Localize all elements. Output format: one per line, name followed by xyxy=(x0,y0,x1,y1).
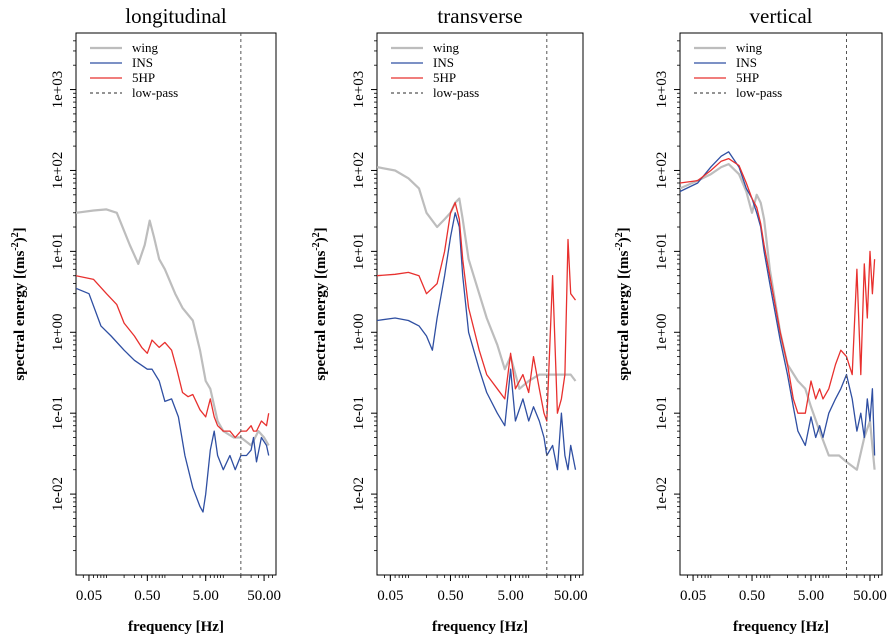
series-line-wing xyxy=(76,208,270,447)
series-line-wing xyxy=(377,166,577,390)
panel-longitudinal: longitudinal 1e-02 1e-01 1e+00 1e+01 1e+02 1e+… xyxy=(10,4,281,635)
y-tick-label: 1e+01 xyxy=(50,233,66,271)
x-axis-label: frequency [Hz] xyxy=(432,619,528,635)
series-line-5hp xyxy=(377,202,577,422)
x-tick-label: 0.50 xyxy=(437,588,463,604)
x-axis-label: frequency [Hz] xyxy=(733,619,829,635)
legend-label: wing xyxy=(132,40,159,55)
y-tick-label: 1e-01 xyxy=(351,396,367,430)
y-label-sup: 2 xyxy=(10,232,21,237)
y-tick-label: 1e+01 xyxy=(351,233,367,271)
y-axis-label: spectral energy [(ms-2)2] xyxy=(10,227,28,380)
legend-label: low-pass xyxy=(433,85,479,100)
y-tick-label: 1e+02 xyxy=(654,152,670,190)
legend-label: low-pass xyxy=(736,85,782,100)
x-tick-label: 50.00 xyxy=(853,588,887,604)
series-line-5hp xyxy=(76,275,270,439)
y-tick-label: 1e+02 xyxy=(50,152,66,190)
chart-title: transverse xyxy=(437,4,522,28)
y-tick-label: 1e+00 xyxy=(50,313,66,351)
legend-label: wing xyxy=(433,40,460,55)
panel-transverse: transverse 1e-02 1e-01 1e+00 1e+01 1e+02 1e+03… xyxy=(311,4,588,635)
legend-label: 5HP xyxy=(736,70,759,85)
y-label-sup: -2 xyxy=(10,242,21,250)
y-label-text: spectral energy [(ms xyxy=(313,251,329,381)
y-label-text: spectral energy [(ms xyxy=(616,251,632,381)
y-tick-label: 1e+01 xyxy=(654,233,670,271)
plot-frame xyxy=(75,32,277,576)
y-label-text: ) xyxy=(616,237,632,242)
x-tick-label: 5.00 xyxy=(497,588,523,604)
y-tick-label: 1e+02 xyxy=(351,152,367,190)
y-tick-label: 1e+03 xyxy=(50,71,66,109)
y-tick-label: 1e+03 xyxy=(654,71,670,109)
x-tick-label: 0.05 xyxy=(76,588,102,604)
y-axis-label: spectral energy [(ms-2)2] xyxy=(614,227,632,380)
y-axis-label: spectral energy [(ms-2)2] xyxy=(311,227,329,380)
y-tick-label: 1e-01 xyxy=(50,396,66,430)
plot-frame xyxy=(376,32,584,576)
y-label-text: ) xyxy=(12,237,28,242)
legend-label: INS xyxy=(736,55,757,70)
x-tick-label: 5.00 xyxy=(798,588,824,604)
y-tick-label: 1e-02 xyxy=(654,477,670,511)
legend-label: INS xyxy=(132,55,153,70)
legend-label: 5HP xyxy=(433,70,456,85)
legend-label: INS xyxy=(433,55,454,70)
legend-label: low-pass xyxy=(132,85,178,100)
chart-title: vertical xyxy=(750,4,813,28)
x-tick-label: 0.05 xyxy=(680,588,706,604)
y-tick-label: 1e+00 xyxy=(654,313,670,351)
series-line-5hp xyxy=(680,157,876,414)
y-tick-label: 1e-02 xyxy=(351,477,367,511)
legend-label: wing xyxy=(736,40,763,55)
y-label-text: spectral energy [(ms xyxy=(12,251,28,381)
x-axis-label: frequency [Hz] xyxy=(128,619,224,635)
y-label-sup: -2 xyxy=(311,242,322,250)
y-tick-label: 1e+00 xyxy=(351,313,367,351)
plot-frame xyxy=(679,32,883,576)
y-label-text: ] xyxy=(313,227,329,232)
panel-vertical: vertical 1e-02 1e-01 1e+00 1e+01 1e+02 1e+03 0.… xyxy=(614,4,887,635)
x-tick-label: 0.50 xyxy=(134,588,160,604)
y-label-text: ) xyxy=(313,237,329,242)
series-line-ins xyxy=(377,212,577,471)
legend-label: 5HP xyxy=(132,70,155,85)
y-label-sup: 2 xyxy=(614,232,625,237)
x-tick-label: 0.50 xyxy=(739,588,765,604)
x-tick-label: 50.00 xyxy=(554,588,588,604)
series-line-ins xyxy=(680,151,876,456)
y-label-text: ] xyxy=(12,227,28,232)
chart-title: longitudinal xyxy=(125,4,227,28)
y-label-sup: -2 xyxy=(614,242,625,250)
x-tick-label: 50.00 xyxy=(247,588,281,604)
y-label-sup: 2 xyxy=(311,232,322,237)
y-label-text: ] xyxy=(616,227,632,232)
y-tick-label: 1e-01 xyxy=(654,396,670,430)
y-tick-label: 1e+03 xyxy=(351,71,367,109)
series-line-ins xyxy=(76,287,270,513)
y-tick-label: 1e-02 xyxy=(50,477,66,511)
x-tick-label: 0.05 xyxy=(377,588,403,604)
x-tick-label: 5.00 xyxy=(193,588,219,604)
